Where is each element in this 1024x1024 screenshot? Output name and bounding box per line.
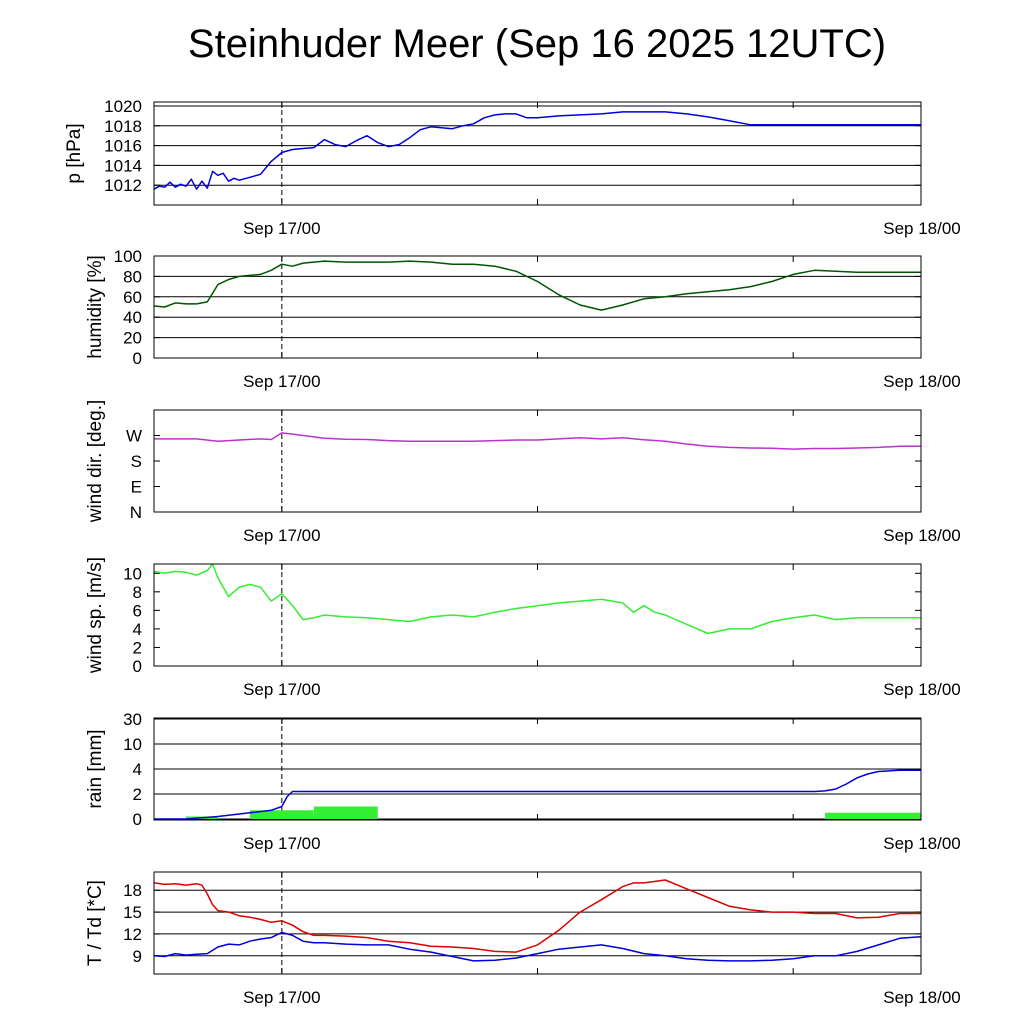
xtick-label: Sep 18/00 <box>883 834 961 853</box>
panel-frame <box>153 255 922 359</box>
series-line <box>154 432 921 450</box>
ytick-label: 1018 <box>104 117 142 136</box>
rain-bar <box>825 812 921 819</box>
panel-frame <box>153 717 922 821</box>
ytick-label: 8 <box>133 583 142 602</box>
xtick-label: Sep 17/00 <box>243 680 321 699</box>
ytick-label: 2 <box>133 638 142 657</box>
chart-title: Steinhuder Meer (Sep 16 2025 12UTC) <box>187 22 887 66</box>
y-axis-label: T / Td [*C] <box>85 880 106 966</box>
series-line <box>153 260 921 311</box>
ytick-label: 10 <box>123 564 142 583</box>
xtick-label: Sep 17/00 <box>243 988 321 1007</box>
ytick-label: 18 <box>123 881 142 900</box>
ytick-label: 9 <box>133 947 142 966</box>
ytick-label: 15 <box>123 903 142 922</box>
ytick-label: 2 <box>133 785 142 804</box>
panel-frame <box>153 563 922 667</box>
xtick-label: Sep 17/00 <box>243 834 321 853</box>
xtick-label: Sep 18/00 <box>883 372 961 391</box>
ytick-label: 80 <box>123 267 142 286</box>
series-line <box>154 769 921 820</box>
ytick-label: 10 <box>123 735 142 754</box>
y-axis-label: wind sp. [m/s] <box>85 557 106 674</box>
ytick-label: N <box>130 503 142 522</box>
xtick-label: Sep 18/00 <box>883 988 961 1007</box>
rain-bar <box>249 810 314 819</box>
panel-frame <box>153 409 922 513</box>
ytick-label: 0 <box>133 349 142 368</box>
ytick-label: 0 <box>133 657 142 676</box>
ytick-label: 100 <box>114 247 142 266</box>
ytick-label: 4 <box>133 620 142 639</box>
ytick-label: E <box>131 478 142 497</box>
series-line <box>153 111 921 190</box>
ytick-label: 20 <box>123 329 142 348</box>
ytick-label: 12 <box>123 925 142 944</box>
panel-frame <box>153 871 922 975</box>
ytick-label: 4 <box>133 760 142 779</box>
ytick-label: 1020 <box>104 97 142 116</box>
ytick-label: 40 <box>123 308 142 327</box>
ytick-label: 1016 <box>104 137 142 156</box>
ytick-label: 6 <box>133 601 142 620</box>
xtick-label: Sep 18/00 <box>883 526 961 545</box>
y-axis-label: rain [mm] <box>85 729 106 808</box>
ytick-label: 30 <box>123 710 142 729</box>
rain-bar <box>313 806 378 819</box>
y-axis-label: wind dir. [deg.] <box>85 400 106 524</box>
ytick-label: 60 <box>123 288 142 307</box>
ytick-label: 0 <box>133 810 142 829</box>
series-line <box>153 563 921 635</box>
xtick-label: Sep 17/00 <box>243 526 321 545</box>
panel-frame <box>153 101 922 206</box>
xtick-label: Sep 18/00 <box>883 219 961 238</box>
xtick-label: Sep 17/00 <box>243 372 321 391</box>
xtick-label: Sep 17/00 <box>243 219 321 238</box>
ytick-label: S <box>131 452 142 471</box>
y-axis-label: p [hPa] <box>64 123 85 183</box>
ytick-label: W <box>126 427 142 446</box>
xtick-label: Sep 18/00 <box>883 680 961 699</box>
series-line <box>153 931 922 962</box>
ytick-label: 1014 <box>104 156 142 175</box>
ytick-label: 1012 <box>104 176 142 195</box>
series-line <box>153 879 921 953</box>
y-axis-label: humidity [%] <box>85 255 106 358</box>
